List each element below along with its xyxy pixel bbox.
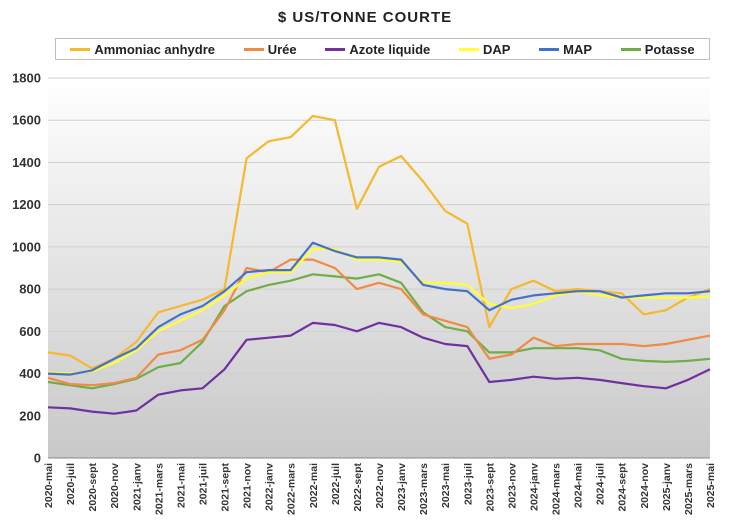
x-tick-label: 2021-janv xyxy=(131,463,143,511)
x-tick-label: 2023-janv xyxy=(396,463,408,511)
legend-item-dap: DAP xyxy=(458,41,511,57)
x-tick-label: 2021-nov xyxy=(242,463,254,509)
x-tick-label: 2020-juil xyxy=(65,463,77,505)
x-tick-label: 2024-mai xyxy=(573,463,585,508)
x-tick-label: 2020-sept xyxy=(87,463,99,512)
legend-label-dap: DAP xyxy=(482,41,511,57)
plot-background xyxy=(48,78,710,458)
x-tick-label: 2024-juil xyxy=(595,463,607,505)
y-tick-label: 800 xyxy=(19,282,41,297)
legend: Ammoniac anhydre Urée Azote liquide DAP … xyxy=(55,38,710,60)
x-tick-label: 2022-sept xyxy=(352,463,364,512)
series-line-2 xyxy=(47,321,711,415)
x-tick-label: 2023-mai xyxy=(440,463,452,508)
x-tick-label: 2023-mars xyxy=(418,463,430,515)
x-tick-label: 2021-sept xyxy=(220,463,232,512)
legend-swatch-map xyxy=(539,47,560,51)
legend-label-uree: Urée xyxy=(267,41,297,57)
x-tick-label: 2022-juil xyxy=(330,463,342,505)
legend-label-map: MAP xyxy=(563,41,593,57)
x-tick-label: 2022-nov xyxy=(374,463,386,509)
y-tick-label: 1600 xyxy=(12,113,41,128)
legend-swatch-uree xyxy=(243,47,264,51)
series-line-5 xyxy=(47,273,711,390)
y-tick-label: 600 xyxy=(19,324,41,339)
legend-label-potasse: Potasse xyxy=(644,41,695,57)
x-tick-label: 2024-sept xyxy=(617,463,629,512)
y-tick-label: 0 xyxy=(34,451,41,466)
x-tick-label: 2023-sept xyxy=(484,463,496,512)
legend-label-azote: Azote liquide xyxy=(349,41,431,57)
series-line-3 xyxy=(47,247,711,375)
x-tick-label: 2022-mars xyxy=(286,463,298,515)
legend-swatch-azote xyxy=(325,47,346,51)
x-tick-label: 2021-mars xyxy=(153,463,165,515)
x-tick-label: 2025-janv xyxy=(661,463,673,511)
y-tick-label: 1800 xyxy=(12,71,41,86)
legend-item-map: MAP xyxy=(539,42,592,57)
legend-item-ammoniac: Ammoniac anhydre xyxy=(70,42,215,57)
legend-item-azote: Azote liquide xyxy=(325,42,430,57)
x-tick-label: 2021-mai xyxy=(175,463,187,508)
y-tick-label: 1400 xyxy=(12,155,41,170)
x-tick-label: 2022-janv xyxy=(264,463,276,511)
x-tick-label: 2024-nov xyxy=(639,463,651,509)
x-tick-label: 2024-janv xyxy=(528,463,540,511)
x-tick-label: 2020-nov xyxy=(109,463,121,509)
y-tick-label: 400 xyxy=(19,366,41,381)
legend-swatch-dap xyxy=(458,47,479,51)
chart-title: $ US/TONNE COURTE xyxy=(277,9,453,26)
x-tick-label: 2025-mai xyxy=(705,463,717,508)
y-tick-label: 200 xyxy=(19,408,41,423)
x-tick-label: 2021-juil xyxy=(197,463,209,505)
legend-swatch-ammoniac xyxy=(70,47,91,51)
x-tick-label: 2023-juil xyxy=(462,463,474,505)
series-line-4 xyxy=(47,241,711,376)
y-tick-label: 1200 xyxy=(12,197,41,212)
x-tick-label: 2025-mars xyxy=(683,463,695,515)
legend-label-ammoniac: Ammoniac anhydre xyxy=(94,41,216,57)
legend-item-potasse: Potasse xyxy=(620,41,695,57)
x-tick-label: 2023-nov xyxy=(506,463,518,509)
y-tick-label: 1000 xyxy=(12,239,41,254)
x-tick-label: 2020-mai xyxy=(43,463,55,508)
legend-item-uree: Urée xyxy=(243,41,297,57)
x-tick-label: 2024-mars xyxy=(551,463,563,515)
series-line-1 xyxy=(47,258,711,387)
legend-swatch-potasse xyxy=(620,47,641,51)
x-tick-label: 2022-mai xyxy=(308,463,320,508)
